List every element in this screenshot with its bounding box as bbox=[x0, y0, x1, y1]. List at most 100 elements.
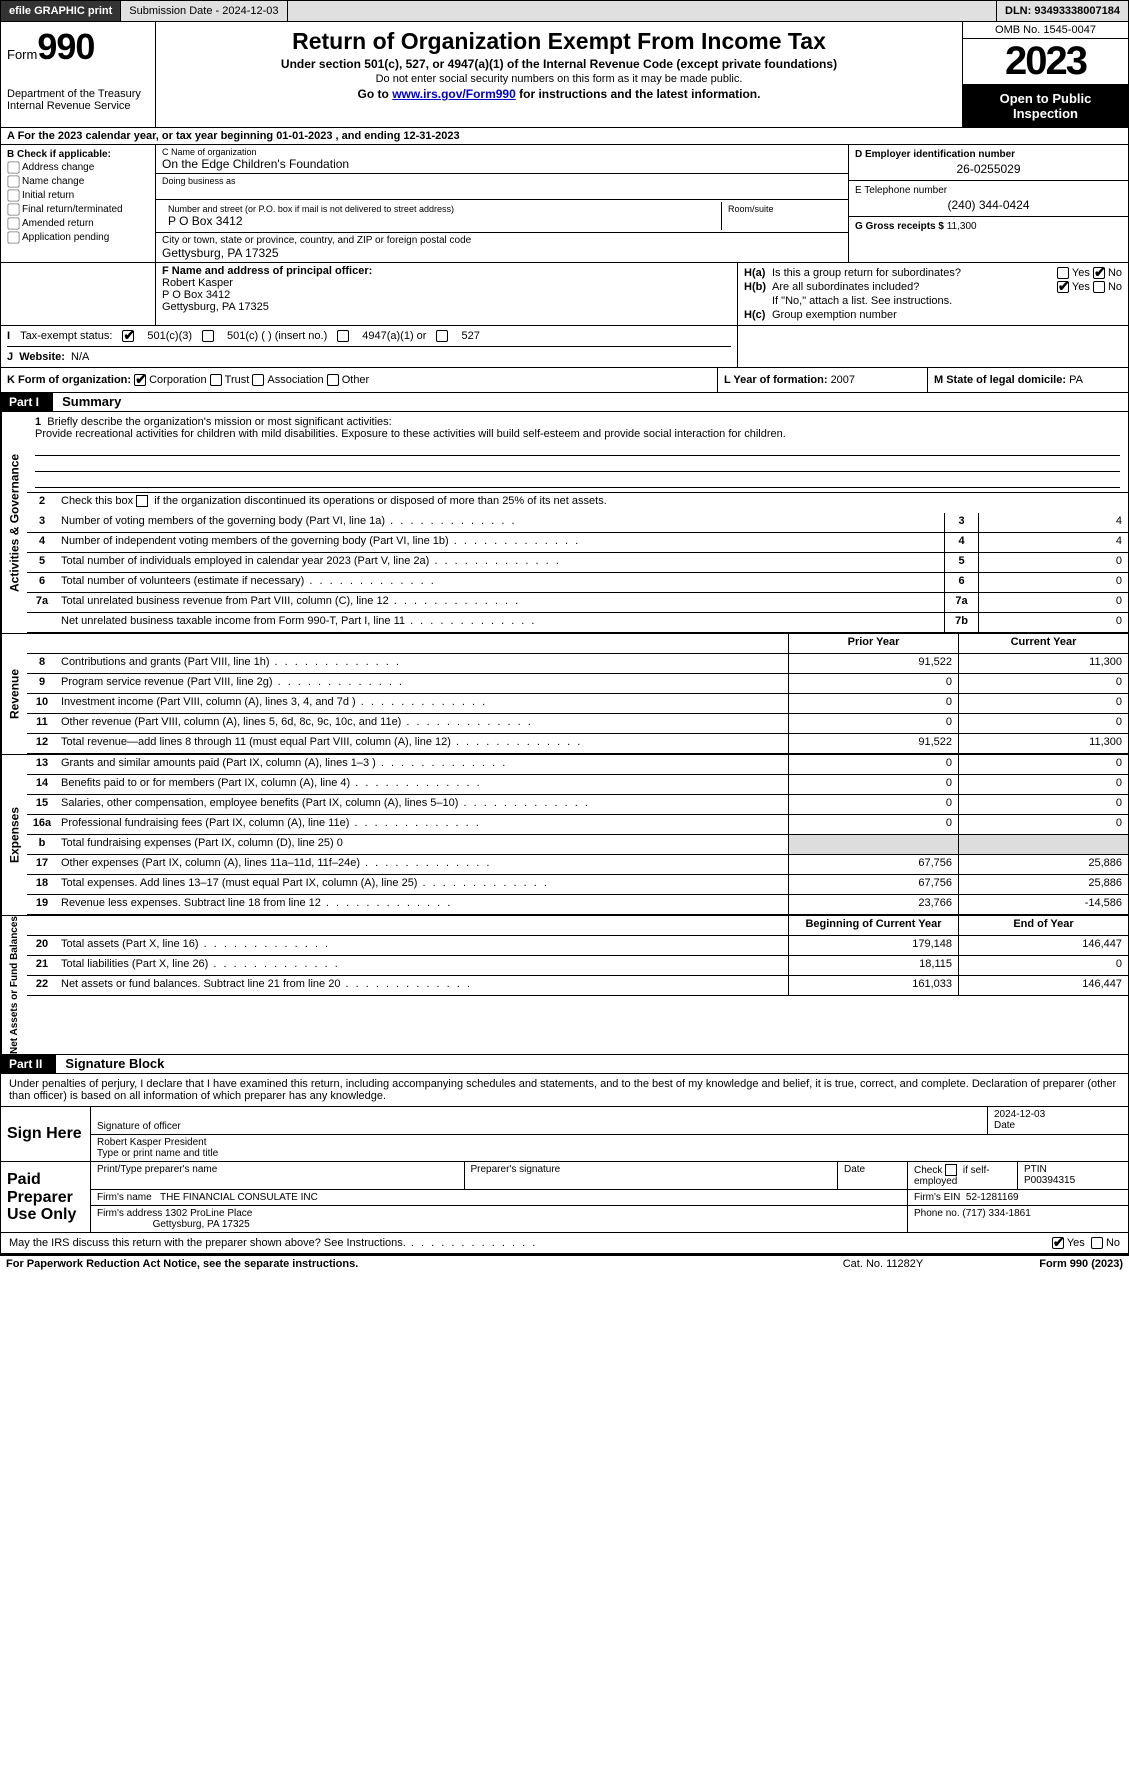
firm-addr1: 1302 ProLine Place bbox=[165, 1208, 252, 1219]
open-to-public: Open to Public Inspection bbox=[963, 85, 1128, 127]
firm-name: THE FINANCIAL CONSULATE INC bbox=[160, 1192, 318, 1203]
table-row: 18Total expenses. Add lines 13–17 (must … bbox=[27, 875, 1128, 895]
firm-ein-cap: Firm's EIN bbox=[914, 1192, 960, 1203]
ssn-warning: Do not enter social security numbers on … bbox=[164, 73, 954, 85]
cb-self-employed[interactable] bbox=[945, 1164, 957, 1176]
prior-year-hdr: Prior Year bbox=[788, 634, 958, 653]
cb-assoc[interactable] bbox=[252, 374, 264, 386]
side-na: Net Assets or Fund Balances bbox=[1, 916, 27, 1054]
cb-amended-return[interactable]: Amended return bbox=[7, 217, 149, 230]
form-990: Form990 Department of the Treasury Inter… bbox=[0, 22, 1129, 1255]
hb-note: If "No," attach a list. See instructions… bbox=[772, 295, 1122, 307]
section-activities-governance: Activities & Governance 1 Briefly descri… bbox=[1, 412, 1128, 634]
ha-no[interactable] bbox=[1093, 267, 1105, 279]
box-d-e-g: D Employer identification number 26-0255… bbox=[848, 145, 1128, 262]
tax-year: 2023 bbox=[963, 39, 1128, 85]
box-h: H(a) Is this a group return for subordin… bbox=[738, 263, 1128, 325]
discuss-yes[interactable] bbox=[1052, 1237, 1064, 1249]
table-row: 5Total number of individuals employed in… bbox=[27, 553, 1128, 573]
year-formation: 2007 bbox=[831, 374, 855, 386]
topbar: efile GRAPHIC print Submission Date - 20… bbox=[0, 0, 1129, 22]
pra-notice: For Paperwork Reduction Act Notice, see … bbox=[6, 1258, 803, 1270]
cat-no: Cat. No. 11282Y bbox=[803, 1258, 963, 1270]
efile-print-button[interactable]: efile GRAPHIC print bbox=[1, 1, 121, 21]
identity-block: B Check if applicable: Address change Na… bbox=[1, 145, 1128, 263]
hb-yes[interactable] bbox=[1057, 281, 1069, 293]
table-row: 3Number of voting members of the governi… bbox=[27, 513, 1128, 533]
table-row: 4Number of independent voting members of… bbox=[27, 533, 1128, 553]
table-row: 7aTotal unrelated business revenue from … bbox=[27, 593, 1128, 613]
firm-addr-cap: Firm's address bbox=[97, 1208, 162, 1219]
ha-question: Is this a group return for subordinates? bbox=[772, 267, 1022, 279]
table-row: 8Contributions and grants (Part VIII, li… bbox=[27, 654, 1128, 674]
form-org-label: K Form of organization: bbox=[7, 374, 131, 386]
cb-501c3[interactable] bbox=[122, 330, 134, 342]
table-row: 6Total number of volunteers (estimate if… bbox=[27, 573, 1128, 593]
cb-trust[interactable] bbox=[210, 374, 222, 386]
omb-number: OMB No. 1545-0047 bbox=[963, 22, 1128, 39]
officer-cap: F Name and address of principal officer: bbox=[162, 265, 731, 277]
prep-self-emp: Check if self-employed bbox=[914, 1165, 990, 1187]
box-f-h: F Name and address of principal officer:… bbox=[1, 263, 1128, 326]
line2-text: Check this box if the organization disco… bbox=[61, 495, 607, 507]
mission-label: Briefly describe the organization's miss… bbox=[47, 416, 391, 428]
current-year-hdr: Current Year bbox=[958, 634, 1128, 653]
dln: DLN: 93493338007184 bbox=[996, 1, 1128, 21]
dba-cap: Doing business as bbox=[162, 176, 842, 186]
end-year-hdr: End of Year bbox=[958, 916, 1128, 935]
prep-date-cap: Date bbox=[838, 1162, 908, 1189]
gross-receipts-cap: G Gross receipts $ bbox=[855, 221, 947, 232]
hb-no[interactable] bbox=[1093, 281, 1105, 293]
perjury-declaration: Under penalties of perjury, I declare th… bbox=[1, 1074, 1128, 1107]
cb-4947[interactable] bbox=[337, 330, 349, 342]
box-f: F Name and address of principal officer:… bbox=[156, 263, 738, 325]
cb-corp[interactable] bbox=[134, 374, 146, 386]
cb-application-pending[interactable]: Application pending bbox=[7, 231, 149, 244]
gross-receipts: 11,300 bbox=[947, 221, 977, 232]
cb-final-return[interactable]: Final return/terminated bbox=[7, 203, 149, 216]
table-row: bTotal fundraising expenses (Part IX, co… bbox=[27, 835, 1128, 855]
org-name: On the Edge Children's Foundation bbox=[162, 157, 842, 171]
discuss-question: May the IRS discuss this return with the… bbox=[9, 1237, 406, 1249]
year-formation-label: L Year of formation: bbox=[724, 374, 831, 386]
firm-addr2: Gettysburg, PA 17325 bbox=[153, 1219, 250, 1230]
form-header: Form990 Department of the Treasury Inter… bbox=[1, 22, 1128, 128]
cb-other[interactable] bbox=[327, 374, 339, 386]
part1-header: Part I Summary bbox=[1, 393, 1128, 412]
cb-527[interactable] bbox=[436, 330, 448, 342]
table-row: 10Investment income (Part VIII, column (… bbox=[27, 694, 1128, 714]
firm-phone-cap: Phone no. bbox=[914, 1208, 960, 1219]
box-b-label: B Check if applicable: bbox=[7, 149, 149, 160]
section-revenue: Revenue Prior YearCurrent Year 8Contribu… bbox=[1, 634, 1128, 755]
mission-text: Provide recreational activities for chil… bbox=[35, 428, 786, 440]
discuss-no[interactable] bbox=[1091, 1237, 1103, 1249]
side-exp: Expenses bbox=[1, 755, 27, 915]
table-row: 9Program service revenue (Part VIII, lin… bbox=[27, 674, 1128, 694]
form-ref: Form 990 (2023) bbox=[963, 1258, 1123, 1270]
firm-ein: 52-1281169 bbox=[966, 1192, 1019, 1203]
cb-501c[interactable] bbox=[202, 330, 214, 342]
table-row: 20Total assets (Part X, line 16)179,1481… bbox=[27, 936, 1128, 956]
officer-name-title: Robert Kasper President bbox=[97, 1137, 207, 1148]
domicile-label: M State of legal domicile: bbox=[934, 374, 1069, 386]
box-k-l-m: K Form of organization: Corporation Trus… bbox=[1, 368, 1128, 393]
room-suite-cap: Room/suite bbox=[722, 202, 842, 230]
table-row: 17Other expenses (Part IX, column (A), l… bbox=[27, 855, 1128, 875]
begin-year-hdr: Beginning of Current Year bbox=[788, 916, 958, 935]
cb-name-change[interactable]: Name change bbox=[7, 175, 149, 188]
form-number: 990 bbox=[37, 26, 94, 67]
sig-officer-cap: Signature of officer bbox=[97, 1121, 181, 1132]
cb-discontinued[interactable] bbox=[136, 495, 148, 507]
signature-block: Under penalties of perjury, I declare th… bbox=[1, 1074, 1128, 1254]
org-name-cap: C Name of organization bbox=[162, 147, 842, 157]
irs-link[interactable]: www.irs.gov/Form990 bbox=[392, 87, 516, 101]
cb-initial-return[interactable]: Initial return bbox=[7, 189, 149, 202]
cb-address-change[interactable]: Address change bbox=[7, 161, 149, 174]
prep-sig-cap: Preparer's signature bbox=[465, 1162, 839, 1189]
name-title-cap: Type or print name and title bbox=[97, 1148, 218, 1159]
ein: 26-0255029 bbox=[855, 162, 1122, 176]
officer-city: Gettysburg, PA 17325 bbox=[162, 301, 731, 313]
table-row: 19Revenue less expenses. Subtract line 1… bbox=[27, 895, 1128, 915]
firm-phone: (717) 334-1861 bbox=[962, 1208, 1030, 1219]
treasury-dept: Department of the Treasury Internal Reve… bbox=[7, 88, 149, 112]
